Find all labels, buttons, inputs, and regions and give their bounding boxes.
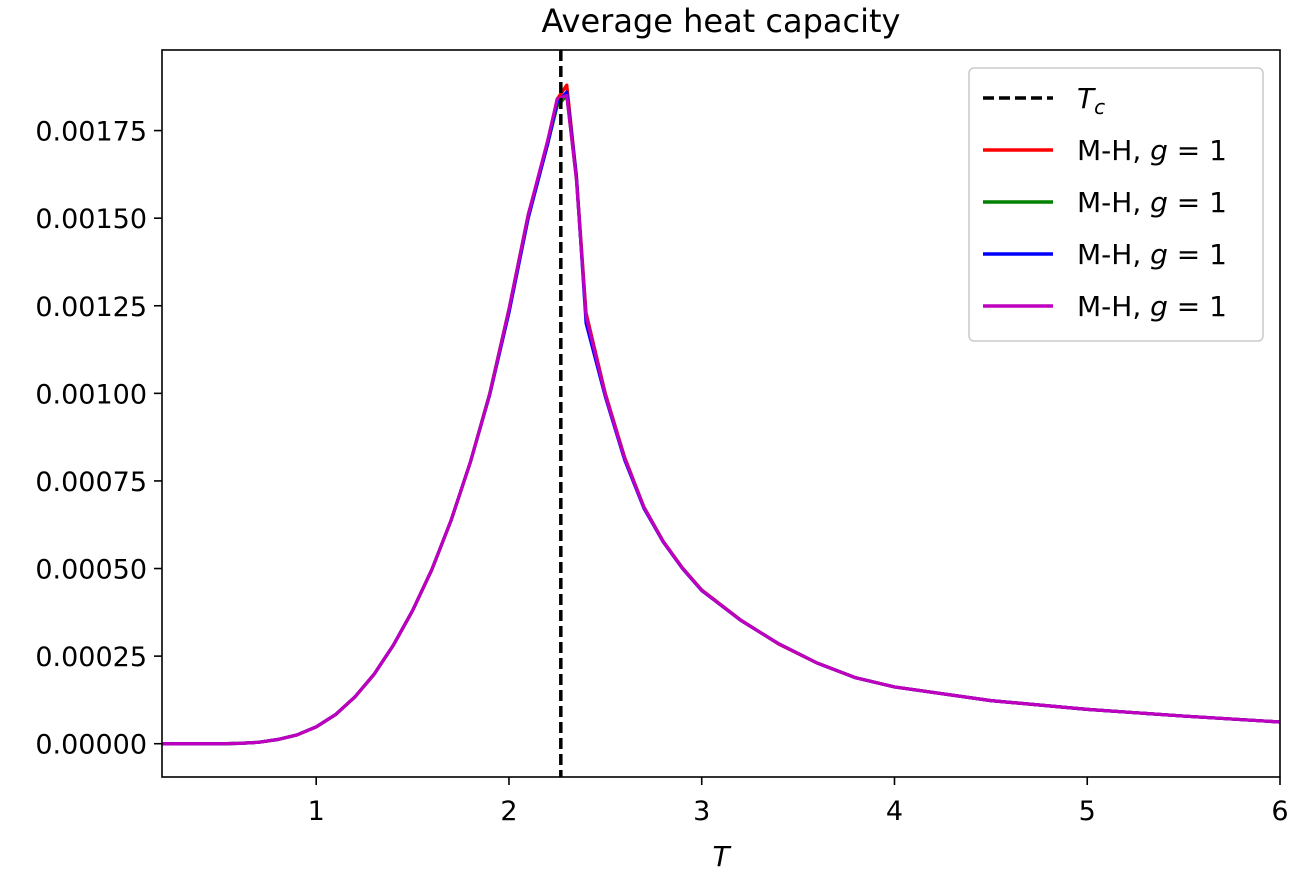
- y-tick-label: 0.00050: [35, 555, 147, 586]
- y-tick-label: 0.00075: [35, 467, 147, 498]
- plot-frame: [161, 49, 1281, 778]
- x-tick-label: 1: [308, 796, 325, 827]
- x-axis: 1 2 3 4 5 6: [308, 777, 1289, 827]
- legend-label-series-2: M-H, g = 1: [1077, 186, 1227, 219]
- series-layer: [162, 83, 1280, 746]
- x-tick-label: 3: [693, 796, 710, 827]
- legend-label-tc: Tc: [1077, 82, 1105, 119]
- y-tick-label: 0.00000: [35, 730, 147, 761]
- x-tick-label: 5: [1079, 796, 1096, 827]
- chart-title: Average heat capacity: [542, 2, 901, 40]
- series-line-4: [162, 93, 1280, 746]
- x-tick-label: 6: [1271, 796, 1288, 827]
- x-tick-label: 2: [500, 796, 517, 827]
- y-axis: 0.00000 0.00025 0.00050 0.00075 0.00100 0.001…: [35, 117, 162, 761]
- legend-label-series-4: M-H, g = 1: [1077, 290, 1227, 323]
- plot-area: [161, 49, 1281, 778]
- x-tick-label: 4: [886, 796, 903, 827]
- y-tick-label: 0.00175: [35, 117, 147, 148]
- legend-label-series-1: M-H, g = 1: [1077, 134, 1227, 167]
- y-tick-label: 0.00125: [35, 292, 147, 323]
- x-axis-label: T: [712, 840, 731, 872]
- legend-label-series-3: M-H, g = 1: [1077, 238, 1227, 271]
- legend: Tc M-H, g = 1 M-H, g = 1 M-H, g = 1 M-H, g =…: [968, 67, 1264, 342]
- y-tick-label: 0.00150: [35, 204, 147, 235]
- legend-frame: [968, 67, 1264, 342]
- y-tick-label: 0.00025: [35, 642, 147, 673]
- y-tick-label: 0.00100: [35, 379, 147, 410]
